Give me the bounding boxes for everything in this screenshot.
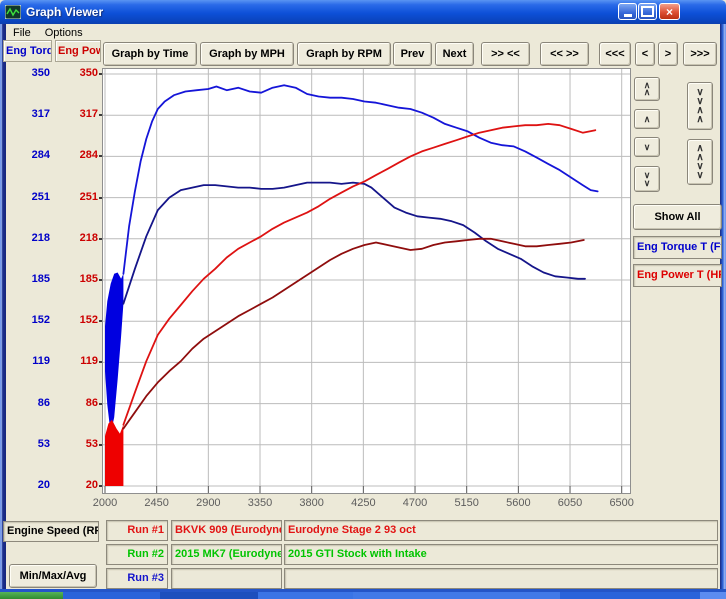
scroll-up-fast-button[interactable]: ∧ ∧ bbox=[634, 77, 660, 101]
torque-tick-label: 119 bbox=[32, 355, 50, 368]
taskbar-tray bbox=[700, 592, 726, 599]
run-description-field-1[interactable]: Eurodyne Stage 2 93 oct bbox=[284, 520, 718, 541]
menu-options[interactable]: Options bbox=[44, 26, 83, 39]
window-border-left bbox=[0, 24, 6, 589]
run-label-3: Run #3 bbox=[106, 568, 168, 589]
zoom-in-x-button[interactable]: >> << bbox=[481, 42, 530, 66]
run-description-field-2[interactable]: 2015 GTI Stock with Intake bbox=[284, 544, 718, 565]
rpm-tick-label: 6500 bbox=[609, 497, 634, 509]
window-border-bottom bbox=[0, 589, 726, 592]
scroll-up-button[interactable]: ∧ bbox=[634, 109, 660, 129]
legend-item-1[interactable]: Eng Power T (HP) bbox=[633, 264, 722, 287]
torque-tick-label: 350 bbox=[31, 67, 50, 79]
torque-tick-label: 185 bbox=[31, 273, 50, 285]
power-tick-label: 350 bbox=[79, 67, 98, 79]
x-axis-label-box[interactable]: Engine Speed (RPI bbox=[3, 521, 99, 542]
rpm-tick-label: 6050 bbox=[557, 497, 583, 509]
torque-tick-label: 284 bbox=[31, 149, 50, 162]
zoom-out-x-button[interactable]: << >> bbox=[540, 42, 589, 66]
power-tick-label: 20 bbox=[85, 479, 98, 491]
minimize-icon bbox=[623, 13, 632, 17]
scroll-down-button[interactable]: ∨ bbox=[634, 137, 660, 157]
menu-file[interactable]: File bbox=[13, 26, 31, 39]
prev-button[interactable]: Prev bbox=[393, 42, 432, 66]
minimize-button[interactable] bbox=[618, 3, 637, 20]
rpm-tick-label: 4700 bbox=[402, 497, 428, 509]
torque-axis-header: Eng Torqu bbox=[3, 40, 52, 62]
rpm-tick-label: 3800 bbox=[299, 497, 324, 509]
window-title: Graph Viewer bbox=[26, 5, 104, 19]
power-tick-label: 218 bbox=[79, 231, 98, 244]
torque-tick-label: 251 bbox=[31, 190, 50, 203]
run-label-2: Run #2 bbox=[106, 544, 168, 565]
power-tick-label: 86 bbox=[85, 396, 98, 409]
run-name-field-1[interactable]: BKVK 909 (Eurodyne, I bbox=[171, 520, 282, 541]
run-name-field-2[interactable]: 2015 MK7 (Eurodyne, E bbox=[171, 544, 282, 565]
power-tick-label: 152 bbox=[79, 314, 98, 327]
power-tick-label: 53 bbox=[85, 437, 98, 450]
maximize-icon bbox=[641, 6, 654, 17]
scroll-right-button[interactable]: > bbox=[658, 42, 678, 66]
plot-background bbox=[102, 68, 631, 494]
power-start-noise bbox=[105, 419, 124, 486]
torque-tick-label: 53 bbox=[37, 437, 50, 450]
rpm-tick-label: 5150 bbox=[454, 497, 479, 509]
scroll-left-button[interactable]: < bbox=[635, 42, 655, 66]
taskbar-item[interactable] bbox=[160, 592, 258, 599]
rpm-tick-label: 3350 bbox=[247, 497, 273, 509]
rpm-tick-label: 2450 bbox=[144, 497, 169, 509]
scroll-far-right-button[interactable]: >>> bbox=[683, 42, 717, 66]
power-tick-label: 251 bbox=[79, 190, 98, 203]
power-tick-label: 185 bbox=[79, 273, 98, 285]
scroll-down-fast-button[interactable]: ∨ ∨ bbox=[634, 166, 660, 192]
window-border-right bbox=[720, 24, 726, 589]
legend-item-0[interactable]: Eng Torque T (Ft-l bbox=[633, 236, 722, 259]
maximize-button[interactable] bbox=[638, 3, 657, 20]
taskbar bbox=[0, 592, 726, 599]
torque-tick-label: 152 bbox=[31, 314, 50, 327]
run1-power (HP) bbox=[122, 123, 597, 426]
torque-tick-label: 317 bbox=[31, 108, 50, 121]
dyno-chart bbox=[102, 68, 631, 494]
torque-start-noise bbox=[105, 272, 124, 434]
close-button[interactable]: × bbox=[659, 3, 680, 20]
power-axis-header: Eng Powe bbox=[55, 40, 101, 62]
power-tick-label: 317 bbox=[79, 108, 98, 121]
min-max-avg-button[interactable]: Min/Max/Avg bbox=[9, 564, 97, 588]
zoom-in-y-button[interactable]: ∨ ∨ ∧ ∧ bbox=[687, 82, 713, 130]
run2-power (HP) bbox=[122, 237, 585, 430]
menu-bar: File Options bbox=[6, 24, 720, 41]
run-description-field-3[interactable] bbox=[284, 568, 718, 589]
rpm-tick-label: 5600 bbox=[506, 497, 531, 509]
rpm-tick-label: 4250 bbox=[351, 497, 376, 509]
graph-by-time-button[interactable]: Graph by Time bbox=[103, 42, 197, 66]
run-name-field-3[interactable] bbox=[171, 568, 282, 589]
run1-torque (Ft-lb) bbox=[122, 84, 599, 275]
rpm-tick-label: 2000 bbox=[92, 497, 118, 509]
power-tick-label: 284 bbox=[79, 149, 98, 162]
plot-area[interactable] bbox=[102, 68, 631, 499]
close-icon: × bbox=[665, 4, 673, 19]
torque-tick-label: 20 bbox=[37, 479, 50, 491]
start-button[interactable] bbox=[0, 592, 63, 599]
app-icon bbox=[5, 5, 21, 19]
run-label-1: Run #1 bbox=[106, 520, 168, 541]
torque-tick-label: 86 bbox=[37, 396, 50, 409]
title-bar: Graph Viewer × bbox=[0, 0, 726, 24]
graph-by-rpm-button[interactable]: Graph by RPM bbox=[297, 42, 391, 66]
rpm-tick-label: 2900 bbox=[196, 497, 221, 509]
scroll-far-left-button[interactable]: <<< bbox=[599, 42, 631, 66]
taskbar-item[interactable] bbox=[353, 592, 560, 599]
show-all-button[interactable]: Show All bbox=[633, 204, 722, 230]
zoom-out-y-button[interactable]: ∧ ∧ ∨ ∨ bbox=[687, 139, 713, 185]
taskbar-item[interactable] bbox=[258, 592, 353, 599]
next-button[interactable]: Next bbox=[435, 42, 474, 66]
torque-tick-label: 218 bbox=[31, 231, 50, 244]
power-tick-label: 119 bbox=[80, 355, 98, 368]
graph-by-mph-button[interactable]: Graph by MPH bbox=[200, 42, 294, 66]
